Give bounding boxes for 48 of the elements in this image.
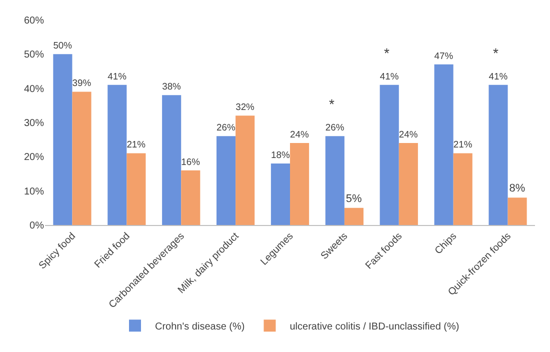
bar xyxy=(270,164,290,225)
bar xyxy=(181,170,200,225)
bar xyxy=(508,198,527,225)
annotation: * xyxy=(329,96,335,112)
bar xyxy=(434,64,454,225)
data-label: 41% xyxy=(380,70,400,82)
annotation: * xyxy=(384,45,390,61)
y-tick-label: 20% xyxy=(24,152,44,164)
bar xyxy=(126,153,146,225)
legend-label: ulcerative colitis / IBD-unclassified (%) xyxy=(290,322,460,332)
data-label: 26% xyxy=(216,122,236,133)
bar xyxy=(236,116,255,225)
bar xyxy=(216,136,236,225)
bar xyxy=(453,153,472,225)
data-label: 8% xyxy=(509,182,526,195)
data-label: 47% xyxy=(434,50,454,61)
y-tick-label: 10% xyxy=(24,186,44,198)
bar xyxy=(53,54,72,225)
bar xyxy=(380,84,399,225)
bar xyxy=(398,143,418,225)
y-tick-label: 40% xyxy=(24,84,44,95)
y-tick-label: 60% xyxy=(24,16,44,26)
bar xyxy=(72,92,92,225)
data-label: 26% xyxy=(325,122,345,133)
bar xyxy=(488,84,508,225)
y-tick-label: 0% xyxy=(30,220,44,232)
bar xyxy=(325,136,344,225)
data-label: 18% xyxy=(270,148,290,160)
bar xyxy=(108,84,127,225)
data-label: 41% xyxy=(108,70,128,82)
data-label: 5% xyxy=(346,192,362,205)
data-label: 21% xyxy=(126,138,146,150)
bar xyxy=(162,95,182,225)
data-label: 32% xyxy=(236,101,256,112)
legend-label: Crohn's disease (%) xyxy=(155,322,245,332)
data-label: 24% xyxy=(398,128,418,140)
data-label: 38% xyxy=(162,80,182,92)
annotation: * xyxy=(493,45,499,61)
y-tick-label: 30% xyxy=(24,118,44,129)
data-label: 41% xyxy=(488,70,508,82)
data-label: 50% xyxy=(53,40,73,51)
y-tick-label: 50% xyxy=(24,50,44,61)
bar xyxy=(290,143,310,225)
data-label: 21% xyxy=(453,138,473,150)
data-label: 16% xyxy=(181,156,201,167)
data-label: 24% xyxy=(290,128,310,140)
bar xyxy=(344,208,364,225)
data-label: 39% xyxy=(72,77,92,88)
